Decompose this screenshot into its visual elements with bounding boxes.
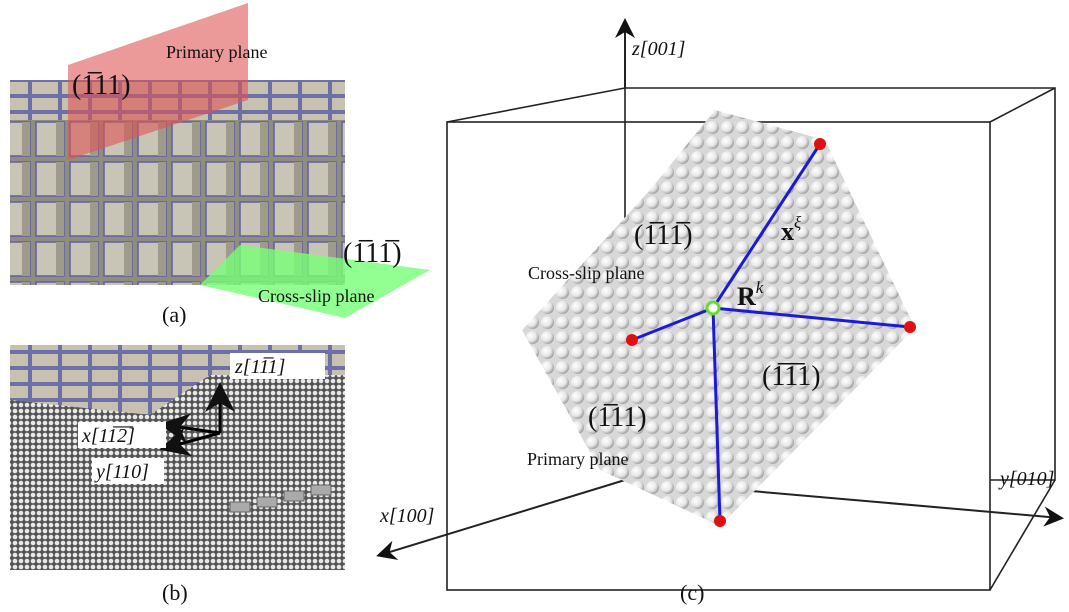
plane-label: Cross-slip plane xyxy=(528,263,645,283)
panel-label: (c) xyxy=(680,580,704,605)
panel-c: z[001] y[010] x[100] (1̅11̅) Cross-slip … xyxy=(379,22,1060,605)
plane-index: (1̅11) xyxy=(588,402,647,433)
axis-label: z[11̅1] xyxy=(234,356,285,378)
center-atom xyxy=(707,302,719,314)
axis-label: x[11̅2̅] xyxy=(81,425,135,447)
plane-label: Primary plane xyxy=(166,42,267,62)
superscript: k xyxy=(756,278,764,297)
axis-label: z[001] xyxy=(631,38,685,60)
axis-label: x[100] xyxy=(379,505,434,527)
plane-index: (1̅11̅) xyxy=(343,238,402,269)
symbol: x xyxy=(781,217,794,246)
symbol: R xyxy=(737,282,756,311)
plane-index: (1̅11̅) xyxy=(634,220,693,251)
plane-label: Primary plane xyxy=(527,449,628,469)
panel-a: (1̅11) Primary plane (1̅11̅) Cross-slip … xyxy=(10,3,430,327)
superscript: ξ xyxy=(794,213,802,232)
figure: (1̅11) Primary plane (1̅11̅) Cross-slip … xyxy=(0,0,1069,612)
panel-label: (b) xyxy=(162,580,188,605)
plane-label: Cross-slip plane xyxy=(258,286,375,306)
panel-label: (a) xyxy=(162,302,186,327)
plane-index: (1̅1̅1) xyxy=(762,361,821,392)
axis-label: y[110] xyxy=(94,461,149,483)
panel-b: z[11̅1] x[11̅2̅] y[110] (b) xyxy=(10,345,345,605)
axis-label: y[010] xyxy=(998,468,1054,490)
plane-index: (1̅11) xyxy=(72,70,131,101)
